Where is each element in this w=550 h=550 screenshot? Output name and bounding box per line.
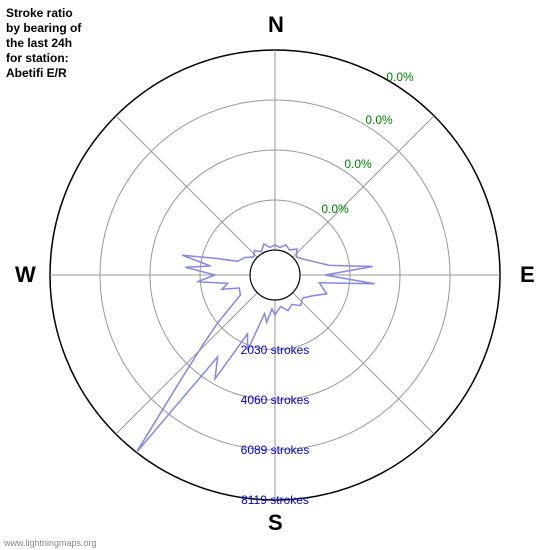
grid-spoke bbox=[293, 293, 434, 434]
polar-svg bbox=[0, 0, 550, 550]
polar-chart-container: { "title": "Stroke ratio\nby bearing of\… bbox=[0, 0, 550, 550]
cardinal-label: N bbox=[268, 12, 284, 38]
ring-label-percent: 0.0% bbox=[344, 157, 371, 171]
grid-spoke bbox=[116, 293, 257, 434]
grid-spoke bbox=[116, 116, 257, 257]
ring-label-strokes: 2030 strokes bbox=[241, 343, 310, 357]
ring-label-percent: 0.0% bbox=[321, 202, 348, 216]
cardinal-label: S bbox=[268, 510, 283, 536]
ring-label-strokes: 4060 strokes bbox=[241, 393, 310, 407]
center-circle bbox=[250, 250, 300, 300]
cardinal-label: E bbox=[520, 262, 535, 288]
ring-label-strokes: 6089 strokes bbox=[241, 443, 310, 457]
chart-title: Stroke ratio by bearing of the last 24h … bbox=[6, 6, 81, 81]
grid-spoke bbox=[293, 116, 434, 257]
attribution: www.lightningmaps.org bbox=[4, 538, 97, 548]
ring-label-strokes: 8119 strokes bbox=[241, 493, 309, 507]
ring-label-percent: 0.0% bbox=[365, 113, 392, 127]
ring-label-percent: 0.0% bbox=[386, 70, 413, 84]
cardinal-label: W bbox=[15, 262, 36, 288]
